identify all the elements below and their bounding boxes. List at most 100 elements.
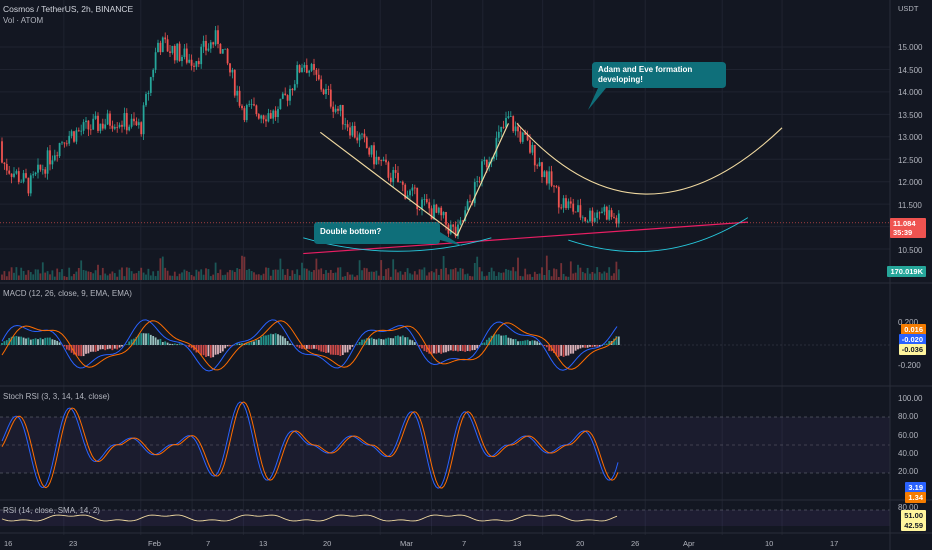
- volume-bar: [385, 269, 387, 280]
- macd-histogram-bar: [226, 345, 229, 347]
- candle-body: [296, 65, 299, 85]
- macd-histogram-bar: [577, 345, 579, 350]
- volume-bar: [459, 268, 462, 280]
- candle-body: [437, 207, 440, 213]
- volume-bar: [529, 274, 531, 280]
- volume-bar: [106, 275, 109, 280]
- volume-bar: [137, 270, 140, 280]
- macd-histogram-bar: [548, 345, 551, 351]
- volume-bar: [380, 260, 383, 280]
- volume-bar: [337, 267, 339, 280]
- candle-body: [565, 198, 567, 209]
- macd-histogram-bar: [65, 345, 68, 350]
- candle-body: [617, 213, 620, 224]
- macd-histogram-bar: [195, 345, 198, 353]
- macd-histogram-bar: [250, 341, 253, 345]
- macd-histogram-bar: [490, 335, 493, 345]
- candle-body: [524, 132, 527, 135]
- volume-bar: [200, 269, 203, 280]
- macd-line: [1, 319, 618, 372]
- candle-body: [99, 123, 102, 131]
- volume-bar: [401, 274, 404, 280]
- volume-bar: [545, 255, 548, 280]
- candle-body: [418, 209, 421, 210]
- candle-body: [466, 201, 469, 211]
- candle-body: [505, 117, 507, 128]
- chart-drawings[interactable]: [0, 62, 890, 255]
- candle-body: [92, 118, 95, 130]
- macd-histogram-bar: [286, 341, 289, 345]
- macd-histogram-bar: [106, 345, 109, 350]
- volume-bar: [253, 272, 255, 280]
- volume-bar: [452, 269, 455, 280]
- macd-histogram-bar: [382, 339, 385, 345]
- macd-histogram-bar: [51, 339, 54, 345]
- last-price: 11.084: [893, 219, 916, 228]
- candle-body: [358, 134, 361, 141]
- candle-body: [305, 65, 308, 73]
- macd-histogram-bar: [169, 343, 171, 345]
- candle-body: [514, 126, 517, 132]
- macd-histogram-bar: [149, 334, 152, 345]
- candle-body: [601, 211, 603, 213]
- double-bottom-callout[interactable]: Double bottom?: [320, 227, 382, 236]
- volume-bar: [605, 272, 608, 280]
- volume-bar: [344, 276, 347, 280]
- volume-bar: [317, 269, 320, 280]
- volume-bar: [572, 273, 575, 280]
- volume-bar: [133, 273, 135, 280]
- candle-body: [133, 118, 135, 122]
- stoch-k-tag: 3.19: [905, 482, 926, 493]
- volume-bar: [550, 276, 553, 280]
- volume-bar: [332, 272, 335, 280]
- candle-body: [567, 201, 570, 209]
- macd-histogram-bar: [217, 345, 219, 355]
- candle-body: [430, 208, 433, 220]
- price-tick: 14.500: [898, 66, 923, 75]
- volume-bar: [51, 270, 54, 280]
- macd-histogram-bar: [202, 345, 205, 356]
- candle-body: [154, 52, 157, 70]
- x-axis-label: 13: [513, 539, 522, 548]
- candle-body: [476, 181, 479, 183]
- macd-histogram-bar: [543, 345, 546, 347]
- stoch-tick: 80.00: [898, 412, 919, 421]
- volume-bar: [617, 269, 620, 280]
- candle-body: [109, 113, 111, 126]
- candle-body: [380, 160, 383, 162]
- macd-line-tag: -0.020: [898, 334, 926, 345]
- volume-bar: [447, 274, 450, 280]
- adam-eve-callout[interactable]: Adam and Eve formation developing!: [598, 65, 693, 84]
- volume-bar: [63, 276, 66, 280]
- candle-body: [483, 159, 486, 162]
- volume-bar: [365, 268, 368, 280]
- eve-curve: [516, 122, 783, 195]
- candle-body: [241, 105, 243, 109]
- volume-bar: [593, 273, 596, 280]
- macd-histogram-bar: [375, 339, 378, 345]
- macd-histogram-bar: [418, 345, 421, 347]
- volume-bar: [514, 271, 517, 280]
- macd-histogram-bar: [380, 339, 383, 345]
- macd-histogram-bar: [82, 345, 85, 357]
- volume-bar: [34, 269, 37, 280]
- volume-bar: [483, 276, 486, 280]
- macd-histogram-bar: [373, 338, 375, 345]
- volume-bar: [557, 276, 560, 280]
- symbol-title[interactable]: Cosmos / TetherUS, 2h, BINANCE: [3, 4, 134, 14]
- macd-histogram-bar: [44, 337, 47, 345]
- macd-histogram-bar: [449, 345, 452, 351]
- stoch-d-line: [1, 401, 619, 489]
- x-axis-label: 7: [462, 539, 467, 548]
- candle-body: [75, 130, 78, 142]
- candle-body: [87, 120, 90, 130]
- macd-histogram-bar: [363, 339, 366, 345]
- macd-histogram-bar: [394, 335, 397, 345]
- macd-histogram-bar: [128, 341, 131, 345]
- rsi-sma-tag: 42.59: [901, 520, 926, 531]
- volume-bar: [485, 275, 488, 280]
- macd-histogram-bar: [152, 335, 155, 345]
- x-axis-label: 16: [4, 539, 13, 548]
- candle-body: [176, 43, 179, 61]
